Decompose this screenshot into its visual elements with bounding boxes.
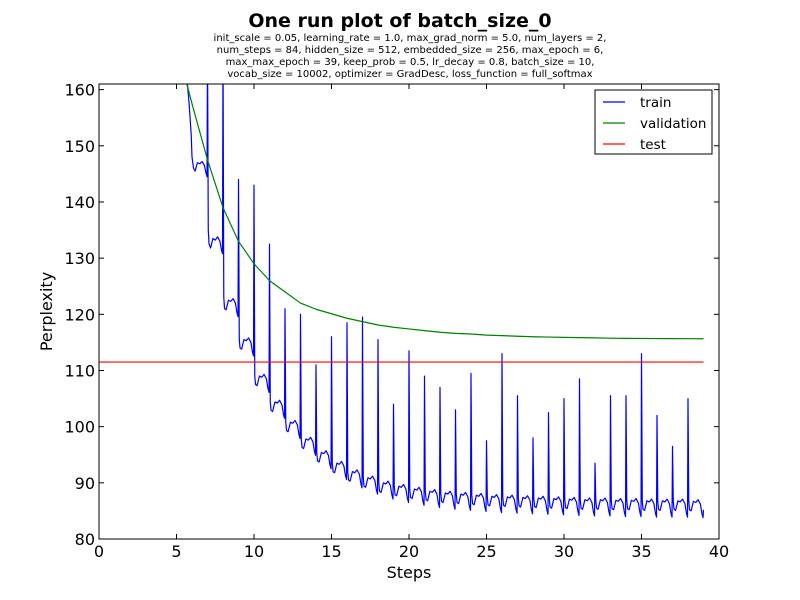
y-tick-label: 100 xyxy=(64,418,95,437)
x-tick-label: 5 xyxy=(171,542,181,561)
y-tick-label: 110 xyxy=(64,361,95,380)
series-layer xyxy=(99,84,705,519)
chart-title: One run plot of batch_size_0 xyxy=(248,10,551,32)
y-tick-label: 140 xyxy=(64,193,95,212)
x-axis-label: Steps xyxy=(387,563,432,582)
x-tick-label: 30 xyxy=(554,542,574,561)
legend-label-test: test xyxy=(640,137,666,153)
legend: train validation test xyxy=(594,89,713,155)
y-tick-label: 150 xyxy=(64,137,95,156)
x-tick-label: 20 xyxy=(399,542,419,561)
legend-box xyxy=(594,89,713,155)
subtitle-line-2: num_steps = 84, hidden_size = 512, embed… xyxy=(217,45,604,56)
y-tick-label: 120 xyxy=(64,305,95,324)
plot-frame xyxy=(98,83,720,540)
series-line-validation xyxy=(186,84,704,340)
x-tick-label: 15 xyxy=(321,542,341,561)
ticks-layer: 0 5 10 15 20 25 30 35 40 80 90 100 110 120 130 140 150 16… xyxy=(64,81,729,561)
x-tick-label: 10 xyxy=(244,542,264,561)
x-tick-label: 0 xyxy=(94,542,104,561)
y-axis-label: Perplexity xyxy=(37,272,56,351)
subtitle-line-3: max_max_epoch = 39, keep_prob = 0.5, lr_… xyxy=(226,57,595,68)
x-tick-label: 40 xyxy=(709,542,729,561)
x-tick-label: 25 xyxy=(476,542,496,561)
subtitle-line-1: init_scale = 0.05, learning_rate = 1.0, … xyxy=(214,33,607,44)
y-tick-label: 130 xyxy=(64,249,95,268)
x-tick-label: 35 xyxy=(631,542,651,561)
y-tick-label: 160 xyxy=(64,81,95,100)
legend-label-validation: validation xyxy=(640,116,706,132)
subtitle-line-4: vocab_size = 10002, optimizer = GradDesc… xyxy=(227,69,592,80)
y-tick-label: 80 xyxy=(75,530,95,549)
legend-label-train: train xyxy=(640,95,671,111)
y-tick-label: 90 xyxy=(75,474,95,493)
series-line-train xyxy=(186,84,705,519)
